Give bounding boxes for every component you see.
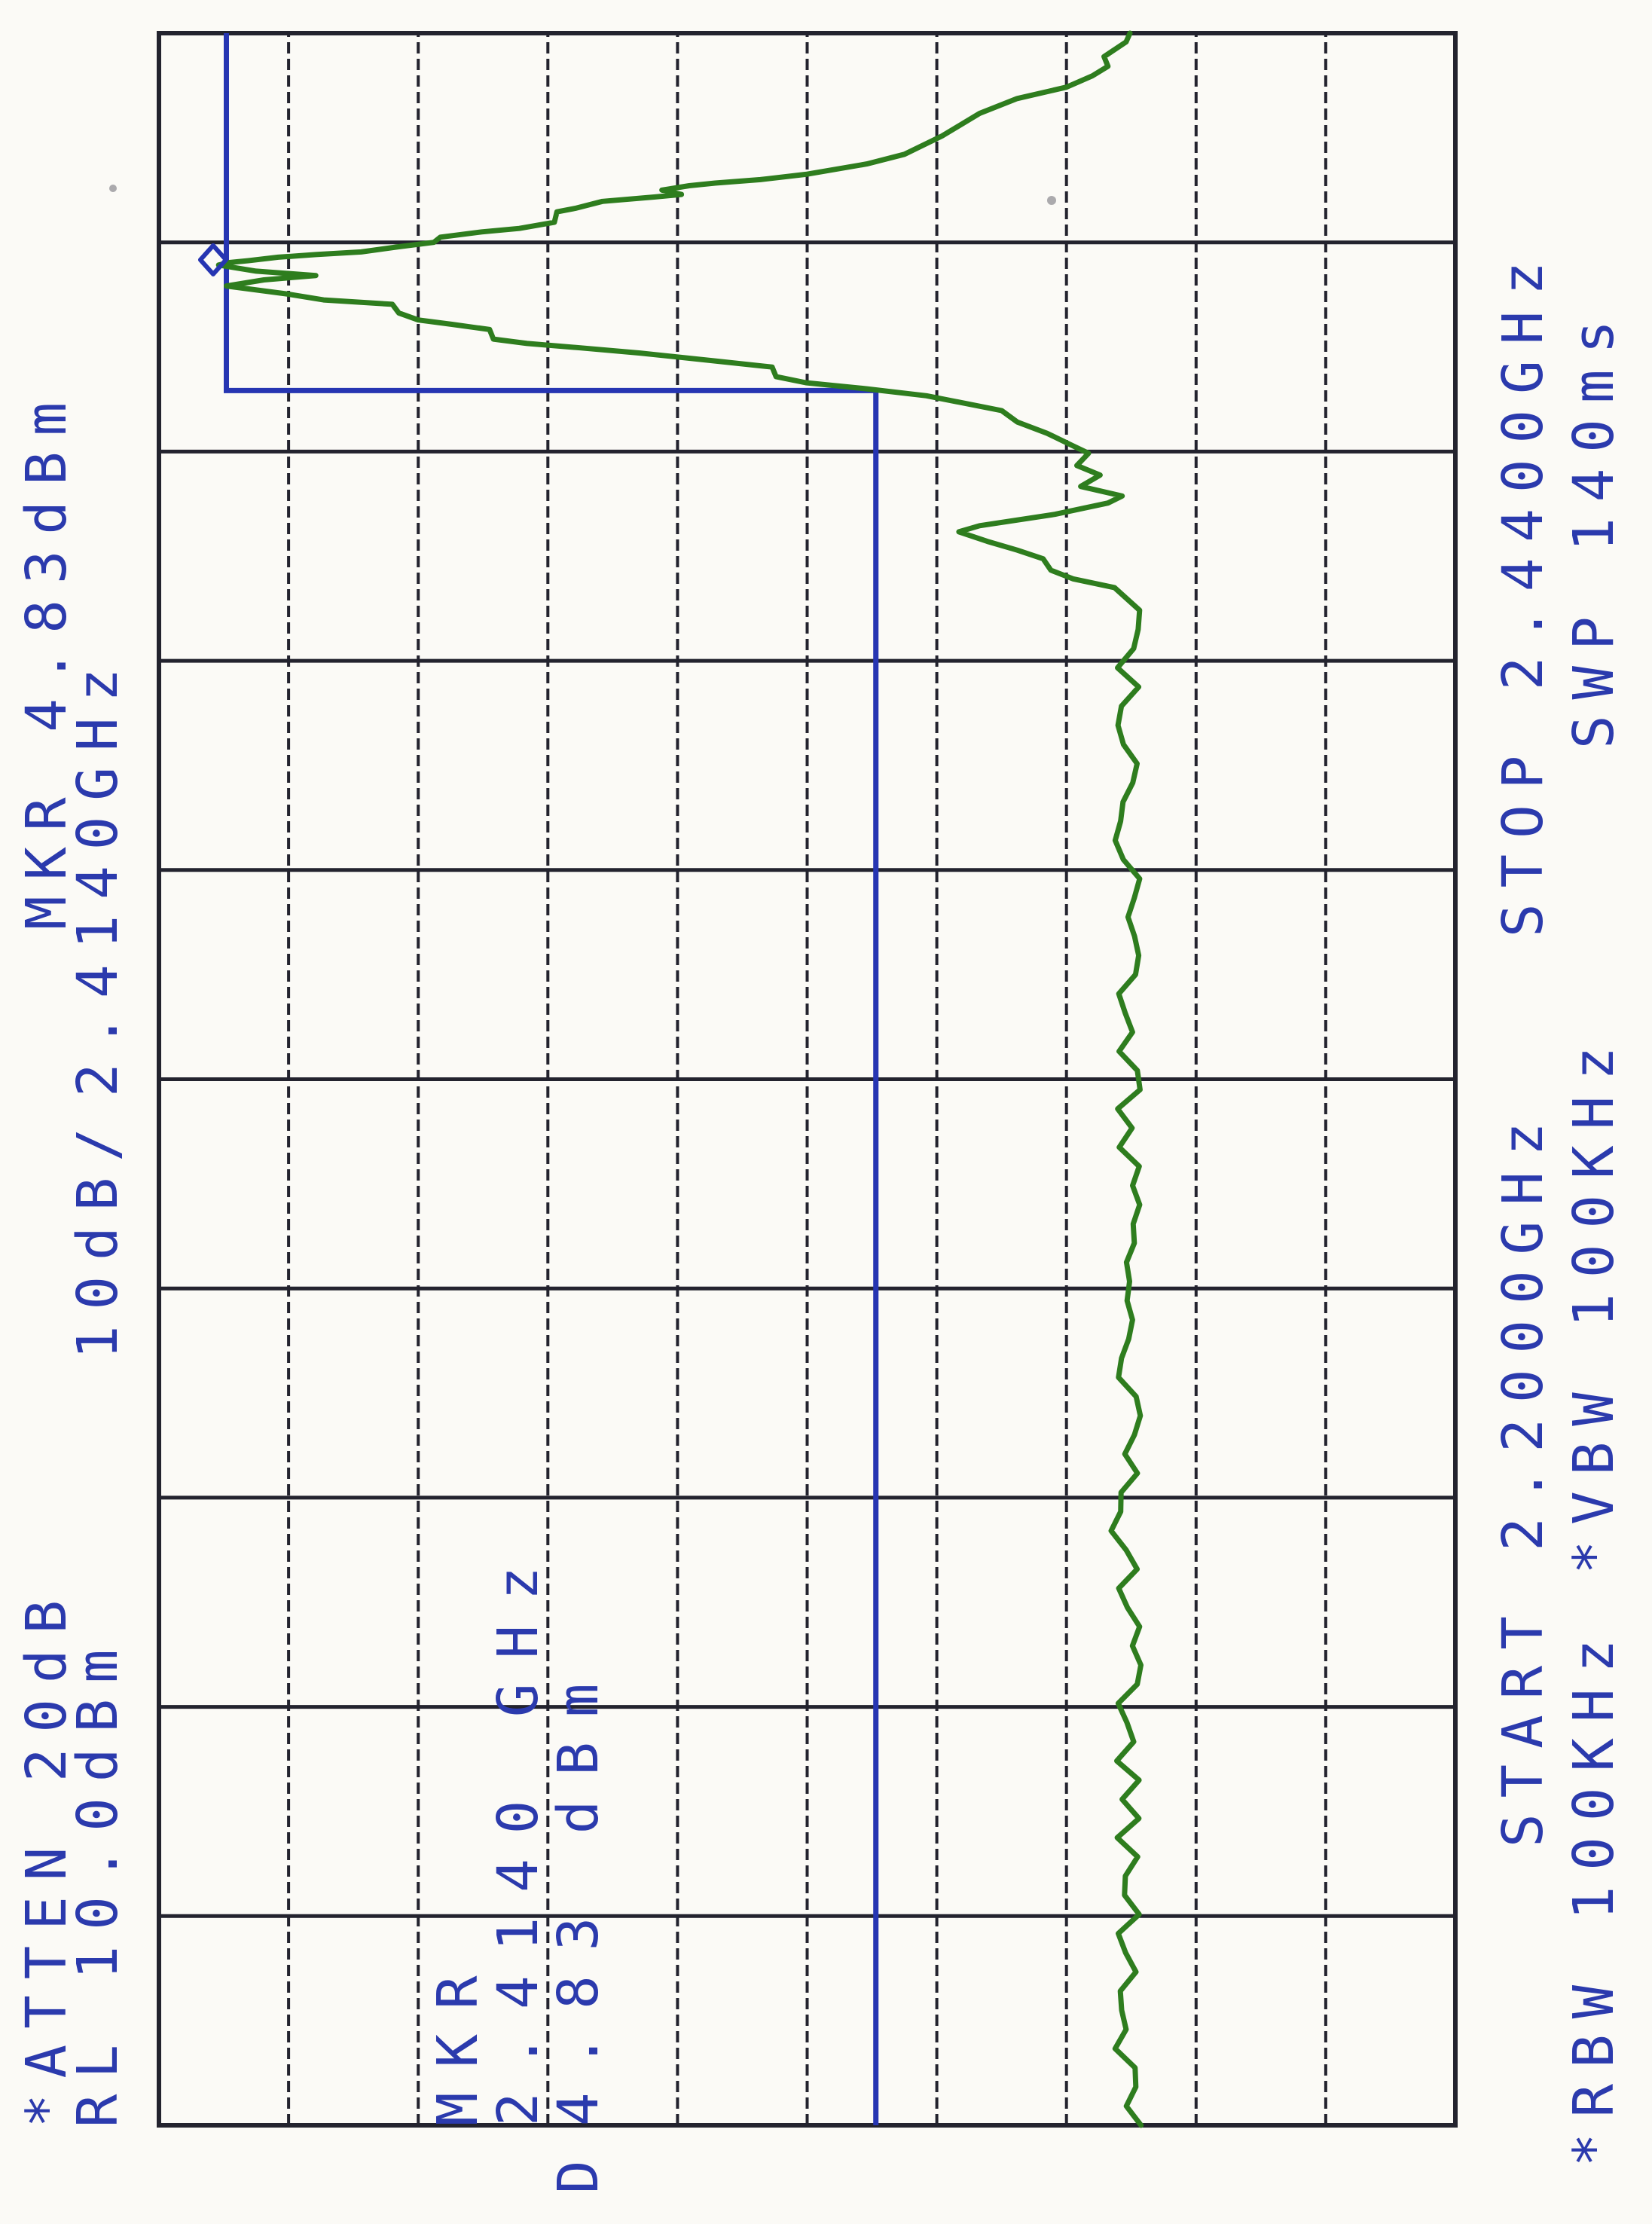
stop-freq-readout: STOP 2.4400GHz	[1491, 246, 1556, 937]
graticule	[157, 31, 1457, 2128]
marker-diamond	[197, 243, 228, 276]
rbw-vbw-readout: *RBW 100KHz *VBW 100KHz	[1562, 1031, 1626, 2167]
marker-block-freq: 2.4140 GHz	[486, 1541, 551, 2126]
scale-readout: 10dB/	[66, 1112, 130, 1359]
display-line-label: D	[546, 2144, 611, 2194]
start-freq-readout: START 2.2000GHz	[1491, 1106, 1556, 1847]
marker-freq-readout: 2.4140GHz	[66, 652, 130, 1097]
marker-block-level: 4.83 dBm	[546, 1658, 611, 2126]
graticule-border	[157, 31, 1458, 2128]
marker-block-title: MKR	[426, 1951, 490, 2126]
scan-speck	[1047, 196, 1056, 205]
ref-level-readout: RL 10.0dBm	[66, 1633, 130, 2128]
scan-speck	[109, 185, 117, 192]
sweep-time-readout: SWP 140ms	[1562, 304, 1626, 749]
display-limit-line	[223, 33, 879, 2125]
marker-readout-block: MKR 2.4140 GHz 4.83 dBm	[426, 1541, 611, 2126]
trace	[215, 30, 1144, 2128]
